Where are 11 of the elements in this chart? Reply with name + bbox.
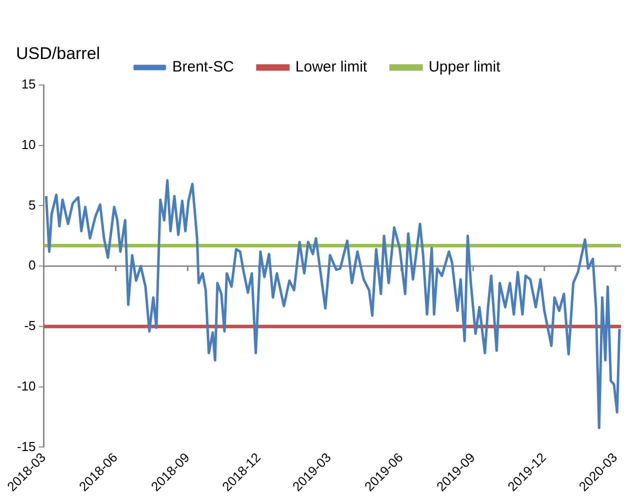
y-axis-title: USD/barrel: [16, 44, 100, 64]
y-tick-label: -10: [16, 378, 36, 394]
y-tick-label: 5: [28, 197, 36, 212]
legend-label: Upper limit: [428, 58, 502, 76]
y-tick-label: 10: [21, 136, 36, 152]
y-tick-label: -5: [24, 318, 36, 334]
y-tick-label: -15: [16, 438, 36, 454]
legend-label: Brent-SC: [172, 58, 234, 76]
y-tick-label: 0: [28, 258, 36, 273]
y-tick-label: 15: [21, 76, 36, 92]
legend-label: Lower limit: [295, 58, 368, 76]
